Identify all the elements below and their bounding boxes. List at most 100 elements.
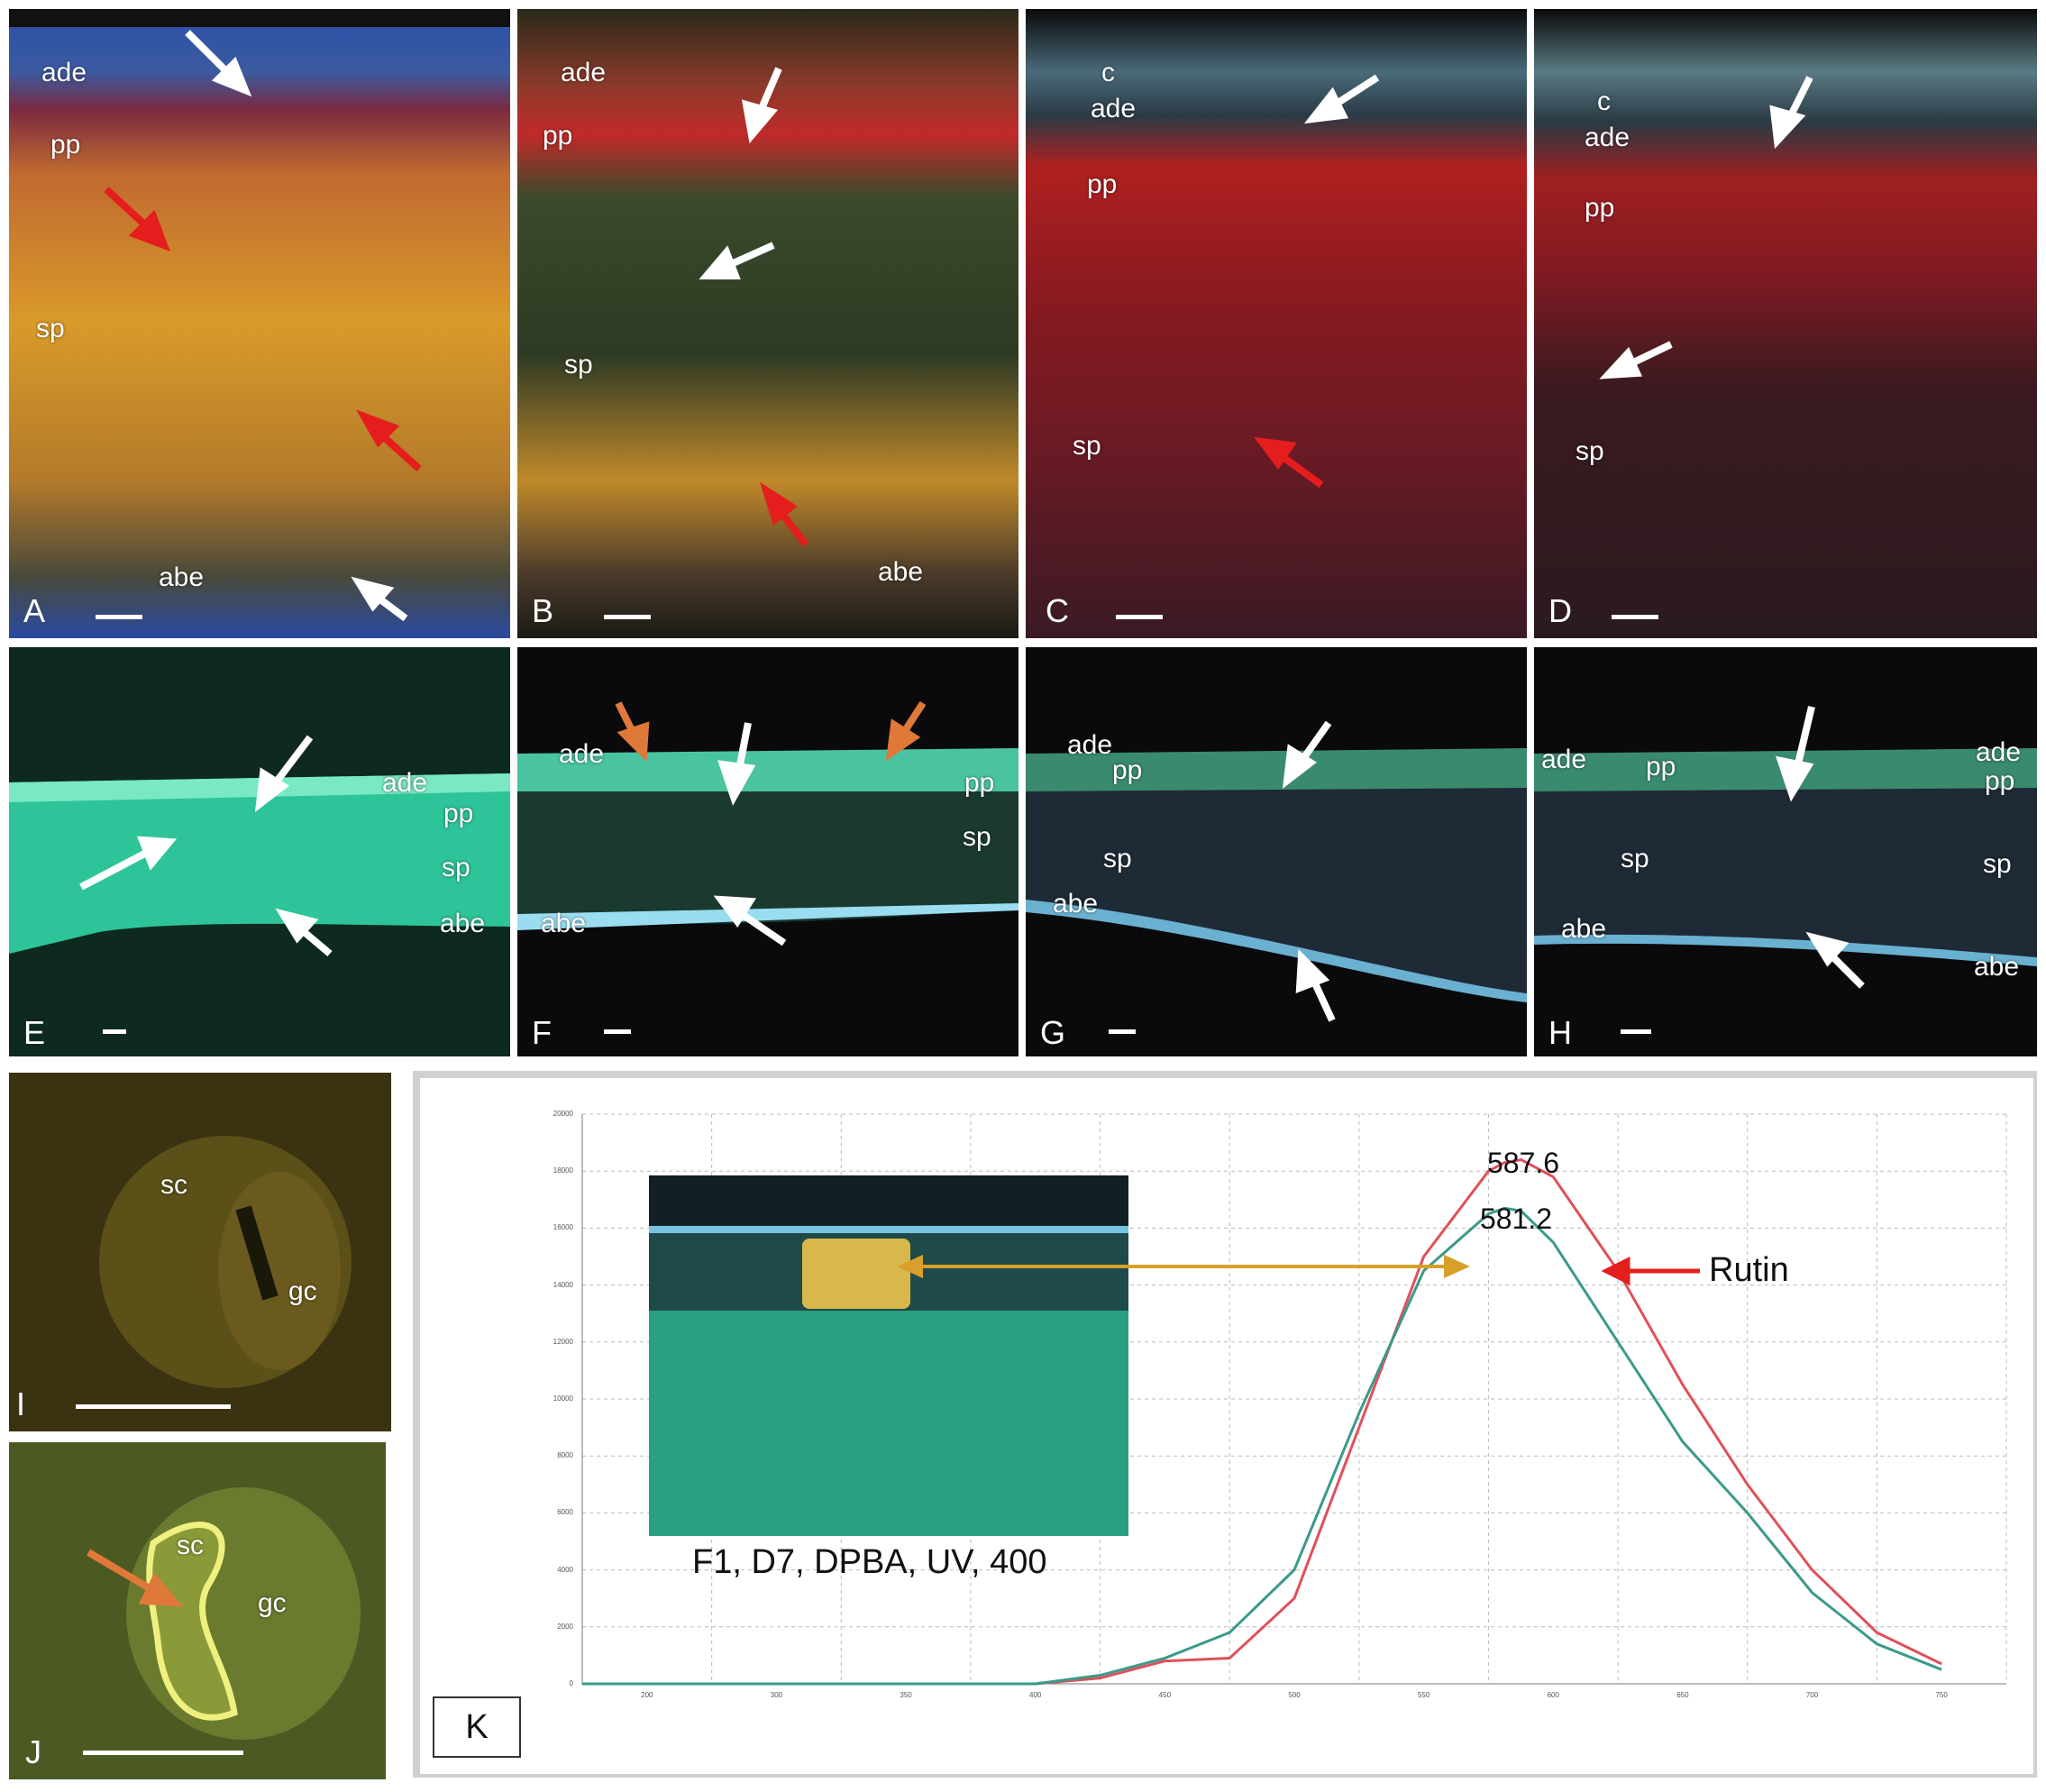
x-tick-label: 700: [1805, 1691, 1819, 1699]
label-pp: pp: [1112, 755, 1143, 785]
panel-i: sc gc I: [9, 1073, 391, 1431]
label-sp: sp: [564, 350, 593, 379]
label-c: c: [1101, 58, 1115, 87]
label-abe: abe: [440, 909, 486, 938]
label-sc: sc: [160, 1170, 187, 1200]
label-sp: sp: [1103, 844, 1132, 873]
inset-micrograph: [649, 1175, 1128, 1536]
label-sp: sp: [1073, 431, 1101, 461]
label-abe: abe: [878, 557, 924, 587]
label-ade: ade: [559, 739, 605, 769]
micrograph-g: [1026, 647, 1527, 1056]
label-sp: sp: [1576, 436, 1604, 466]
peak-label-red: 587.6: [1487, 1147, 1560, 1179]
label-pp: pp: [50, 130, 81, 160]
x-tick-label: 650: [1676, 1691, 1689, 1699]
y-tick-label: 8000: [557, 1451, 573, 1460]
scale-bar: [103, 1029, 126, 1034]
label-pp: pp: [1585, 193, 1615, 223]
label-sp: sp: [442, 853, 470, 882]
panel-label-g: G: [1040, 1014, 1066, 1051]
label-ade: ade: [1091, 94, 1137, 123]
y-tick-label: 14000: [553, 1280, 573, 1289]
panel-h: ade pp sp abe ade pp sp abe H: [1534, 647, 2037, 1056]
series-line-teal: [582, 1206, 1942, 1686]
micrograph-c: [1026, 9, 1527, 638]
peak-label-teal: 581.2: [1480, 1202, 1553, 1235]
label-pp: pp: [543, 121, 573, 151]
label-abe: abe: [1053, 889, 1099, 919]
spectrum-plot-area: 20000 18000 16000 14000 12000 10000 8000 6000 40…: [420, 1078, 2033, 1774]
label-abe: abe: [1561, 914, 1607, 944]
label-pp: pp: [443, 799, 474, 828]
rutin-label: Rutin: [1709, 1251, 1789, 1289]
panel-a: ade pp sp abe A: [9, 9, 510, 638]
series-line-red: [582, 1157, 1942, 1686]
panel-label-b: B: [532, 592, 554, 629]
panel-k: 20000 18000 16000 14000 12000 10000 8000 6000 40…: [413, 1071, 2037, 1778]
label-pp: pp: [1646, 752, 1676, 782]
inset-caption: F1, D7, DPBA, UV, 400: [692, 1543, 1047, 1581]
label-ade: ade: [1541, 745, 1587, 774]
label-abe: abe: [541, 909, 587, 938]
label-gc: gc: [258, 1588, 287, 1618]
x-tick-label: 500: [1288, 1691, 1301, 1699]
inset-image: [649, 1175, 1128, 1536]
panel-label-h: H: [1548, 1014, 1572, 1051]
x-tick-label: 750: [1935, 1691, 1948, 1699]
x-tick-label: 200: [641, 1691, 653, 1699]
panel-f: ade pp sp abe F: [517, 647, 1018, 1056]
scale-bar: [83, 1751, 243, 1755]
label-pp: pp: [1087, 169, 1118, 199]
x-tick-label: 600: [1547, 1691, 1559, 1699]
scale-bar: [1612, 615, 1658, 619]
panel-label-j: J: [25, 1733, 41, 1770]
scale-bar: [604, 615, 651, 619]
micrograph-i: [9, 1073, 391, 1431]
label-ade: ade: [561, 58, 607, 87]
label-sp: sp: [1983, 849, 2012, 879]
y-tick-label: 2000: [557, 1622, 573, 1631]
x-tick-label: 400: [1029, 1691, 1042, 1699]
y-tick-label: 12000: [553, 1337, 573, 1346]
label-pp: pp: [964, 768, 995, 798]
panel-label-f: F: [532, 1014, 552, 1051]
panel-g: ade pp sp abe G: [1026, 647, 1527, 1056]
panel-c: c ade pp sp C: [1026, 9, 1527, 638]
y-tick-label: 10000: [553, 1394, 573, 1403]
x-tick-label: 350: [900, 1691, 912, 1699]
micrograph-e: [9, 647, 510, 1056]
y-tick-label: 16000: [553, 1223, 573, 1232]
micrograph-b: [517, 9, 1018, 638]
panel-label-a: A: [23, 592, 46, 629]
y-tick-label: 0: [569, 1679, 573, 1687]
panel-label-i: I: [16, 1385, 26, 1422]
label-abe: abe: [159, 562, 205, 592]
y-tick-label: 20000: [553, 1110, 573, 1118]
panel-j: sc gc J: [9, 1442, 386, 1779]
scale-bar: [1621, 1029, 1651, 1034]
label-sp: sp: [1621, 844, 1649, 873]
panel-e: ade pp sp abe E: [9, 647, 510, 1056]
micrograph-a: [9, 9, 510, 638]
scale-bar: [76, 1404, 231, 1409]
scale-bar: [1116, 615, 1163, 619]
panel-b: ade pp sp abe B: [517, 9, 1018, 638]
label-ade: ade: [382, 768, 428, 798]
micrograph-f: [517, 647, 1018, 1056]
y-tick-label: 4000: [557, 1565, 573, 1574]
label-ade: ade: [1067, 730, 1113, 760]
label-pp: pp: [1985, 766, 2015, 796]
x-tick-label: 450: [1158, 1691, 1172, 1699]
panel-label-d: D: [1548, 592, 1572, 629]
micrograph-h: [1534, 647, 2037, 1056]
label-c: c: [1597, 87, 1611, 116]
label-sc: sc: [177, 1531, 204, 1560]
panel-d: c ade pp sp D: [1534, 9, 2037, 638]
y-tick-label: 6000: [557, 1508, 573, 1517]
micrograph-j: [9, 1442, 386, 1779]
label-ade: ade: [41, 58, 87, 87]
label-ade: ade: [1976, 737, 2022, 767]
label-gc: gc: [288, 1276, 317, 1306]
scale-bar: [604, 1029, 631, 1034]
